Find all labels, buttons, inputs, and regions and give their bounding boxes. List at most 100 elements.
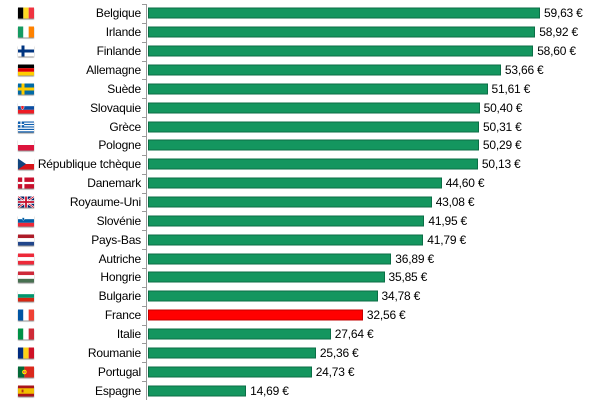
value-label: 41,95 € bbox=[428, 213, 468, 228]
axis-tick bbox=[142, 98, 146, 100]
category-label: Belgique bbox=[95, 6, 141, 21]
category-label: Italie bbox=[116, 326, 141, 341]
bar-bulgaria bbox=[148, 290, 378, 302]
chart-row: Allemagne 53,66 € bbox=[0, 61, 600, 80]
category-label: Pays-Bas bbox=[91, 232, 141, 247]
flag-icon-greece bbox=[18, 121, 34, 133]
axis-tick bbox=[142, 173, 146, 175]
category-label: Portugal bbox=[97, 364, 141, 379]
value-label: 41,79 € bbox=[427, 232, 466, 247]
axis-tick bbox=[142, 362, 146, 364]
flag-icon-france bbox=[18, 309, 34, 321]
bar-slovenia bbox=[148, 215, 425, 227]
bar-spain bbox=[148, 385, 247, 397]
category-label: Irlande bbox=[105, 25, 141, 40]
chart-row: Bulgarie 34,78 € bbox=[0, 287, 600, 306]
category-label: Pologne bbox=[98, 138, 141, 153]
chart-row: Slovénie 41,95 € bbox=[0, 211, 600, 230]
axis-tick bbox=[142, 211, 146, 213]
bar-united-kingdom bbox=[148, 196, 432, 208]
category-label: Suède bbox=[107, 81, 141, 96]
chart-row: Royaume-Uni 43,08 € bbox=[0, 193, 600, 212]
value-label: 34,78 € bbox=[381, 289, 421, 304]
chart-row: Roumanie 25,36 € bbox=[0, 343, 600, 362]
value-label: 24,73 € bbox=[315, 364, 355, 379]
value-label: 50,29 € bbox=[482, 138, 522, 153]
category-label: Grèce bbox=[109, 119, 141, 134]
bar-sweden bbox=[148, 83, 488, 95]
chart-row: Espagne 14,69 € bbox=[0, 381, 600, 400]
category-label: Allemagne bbox=[86, 62, 141, 77]
chart-row: Hongrie 35,85 € bbox=[0, 268, 600, 287]
bar-slovakia bbox=[148, 102, 480, 114]
flag-icon-poland bbox=[18, 139, 34, 151]
bar-greece bbox=[148, 121, 479, 133]
bar-romania bbox=[148, 347, 316, 359]
axis-tick bbox=[142, 305, 146, 307]
flag-icon-sweden bbox=[18, 83, 34, 95]
axis-tick bbox=[142, 117, 146, 119]
flag-icon-bulgaria bbox=[18, 290, 34, 302]
category-label: Slovaquie bbox=[90, 100, 141, 115]
flag-icon-austria bbox=[18, 253, 34, 265]
category-label: Autriche bbox=[98, 251, 142, 266]
value-label: 14,69 € bbox=[250, 383, 289, 398]
category-label: Royaume-Uni bbox=[69, 194, 141, 209]
flag-icon-portugal bbox=[18, 366, 34, 378]
flag-icon-denmark bbox=[18, 177, 34, 189]
axis-tick bbox=[142, 286, 146, 288]
y-axis-line bbox=[146, 4, 147, 400]
value-label: 35,85 € bbox=[388, 270, 428, 285]
category-label: Finlande bbox=[96, 44, 142, 59]
flag-icon-romania bbox=[18, 347, 34, 359]
bar-italy bbox=[148, 328, 331, 340]
flag-icon-hungary bbox=[18, 271, 34, 283]
chart-row: France 32,56 € bbox=[0, 306, 600, 325]
bar-poland bbox=[148, 139, 479, 151]
chart-row: Grèce 50,31 € bbox=[0, 117, 600, 136]
chart-row: République tchèque 50,13 € bbox=[0, 155, 600, 174]
chart-row: Belgique 59,63 € bbox=[0, 4, 600, 23]
chart-row: Suède 51,61 € bbox=[0, 79, 600, 98]
value-label: 43,08 € bbox=[435, 194, 475, 209]
bar-finland bbox=[148, 45, 534, 57]
axis-tick bbox=[142, 249, 146, 251]
category-label: Hongrie bbox=[100, 270, 141, 285]
value-label: 44,60 € bbox=[445, 176, 485, 191]
axis-tick bbox=[142, 154, 146, 156]
chart-row: Slovaquie 50,40 € bbox=[0, 98, 600, 117]
chart-row: Danemark 44,60 € bbox=[0, 174, 600, 193]
category-label: Espagne bbox=[95, 383, 141, 398]
axis-tick bbox=[142, 343, 146, 345]
chart-row: Finlande 58,60 € bbox=[0, 42, 600, 61]
flag-icon-czech-republic bbox=[18, 158, 34, 170]
value-label: 50,13 € bbox=[481, 157, 521, 172]
axis-tick bbox=[142, 268, 146, 269]
axis-tick bbox=[142, 60, 146, 62]
value-label: 27,64 € bbox=[334, 326, 374, 341]
flag-icon-ireland bbox=[18, 26, 34, 38]
bar-netherlands bbox=[148, 234, 424, 246]
value-label: 25,36 € bbox=[319, 345, 359, 360]
axis-tick bbox=[142, 136, 146, 137]
category-label: République tchèque bbox=[37, 157, 141, 172]
bar-portugal bbox=[148, 366, 312, 378]
value-label: 53,66 € bbox=[504, 62, 544, 77]
axis-tick bbox=[142, 79, 146, 81]
bar-germany bbox=[148, 64, 501, 76]
flag-icon-italy bbox=[18, 328, 34, 340]
flag-icon-slovenia bbox=[18, 215, 34, 227]
axis-tick bbox=[142, 324, 146, 326]
value-label: 36,89 € bbox=[395, 251, 434, 266]
category-label: Danemark bbox=[87, 176, 141, 191]
bar-hungary bbox=[148, 271, 385, 283]
value-label: 32,56 € bbox=[366, 308, 406, 323]
axis-tick bbox=[142, 230, 146, 232]
category-label: Roumanie bbox=[87, 345, 141, 360]
chart-row: Italie 27,64 € bbox=[0, 325, 600, 344]
axis-tick bbox=[142, 381, 146, 383]
value-label: 50,40 € bbox=[483, 100, 523, 115]
value-label: 59,63 € bbox=[544, 6, 583, 21]
bar-france bbox=[148, 309, 363, 321]
category-label: France bbox=[104, 308, 141, 323]
